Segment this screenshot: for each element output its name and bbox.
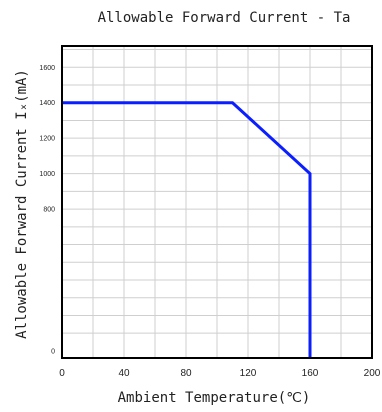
y-tick-label: 1600 — [39, 65, 55, 72]
y-tick-label: 800 — [43, 207, 55, 214]
y-tick-label: 1000 — [39, 171, 55, 178]
x-tick-label: 120 — [240, 368, 257, 379]
grid — [62, 46, 372, 358]
x-tick-labels: 0 40 80 120 160 200 — [59, 368, 381, 379]
y-tick-label: 0 — [51, 348, 55, 355]
line-layer — [62, 101, 312, 358]
series-line — [62, 101, 312, 358]
y-tick-label: 1400 — [39, 100, 55, 107]
x-tick-label: 40 — [118, 368, 130, 379]
x-tick-label: 0 — [59, 368, 65, 379]
chart-title: Allowable Forward Current - Ta — [98, 10, 351, 26]
y-tick-labels: 0 800 1000 1200 1400 1600 — [39, 65, 55, 356]
y-tick-label: 1200 — [39, 136, 55, 143]
plot-frame — [61, 45, 373, 359]
x-tick-label: 80 — [180, 368, 192, 379]
x-tick-label: 160 — [302, 368, 319, 379]
y-axis-label: Allowable Forward Current Iₓ(mA) — [14, 69, 30, 339]
x-axis-label: Ambient Temperature(℃) — [118, 390, 311, 406]
x-tick-label: 200 — [364, 368, 381, 379]
